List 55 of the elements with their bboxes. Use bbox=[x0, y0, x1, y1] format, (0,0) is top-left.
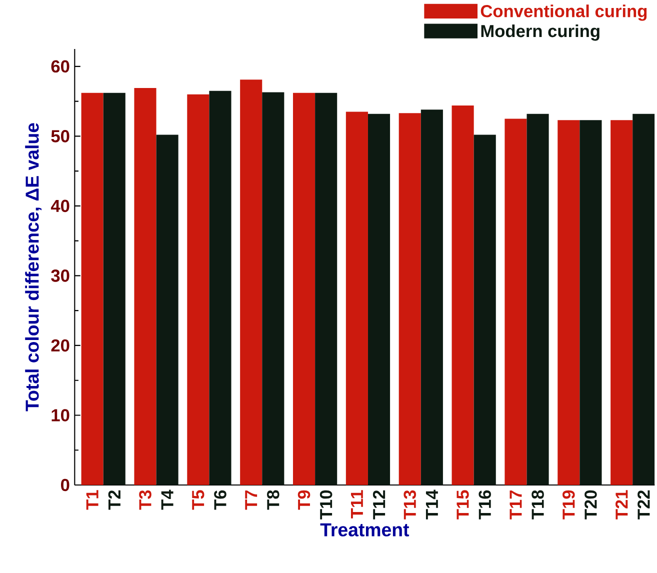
bar bbox=[134, 88, 156, 485]
x-tick-label: T16 bbox=[478, 490, 491, 520]
x-tick-label: T12 bbox=[372, 490, 386, 520]
bar bbox=[610, 120, 633, 485]
bar bbox=[315, 92, 338, 485]
bar bbox=[346, 112, 368, 485]
y-tick-label: 60 bbox=[51, 60, 70, 73]
x-tick-label: T3 bbox=[139, 490, 152, 510]
bar bbox=[262, 92, 284, 485]
bar bbox=[103, 92, 126, 485]
bar bbox=[632, 114, 655, 485]
x-tick-label: T21 bbox=[616, 490, 628, 520]
bar bbox=[292, 92, 316, 485]
bar bbox=[187, 94, 210, 485]
bar bbox=[81, 92, 104, 485]
x-tick-label: T18 bbox=[532, 490, 544, 520]
y-tick-label: 50 bbox=[51, 130, 70, 142]
x-tick-label: T15 bbox=[456, 490, 469, 520]
x-tick-label: T7 bbox=[245, 490, 258, 510]
bar bbox=[474, 134, 496, 485]
x-tick-label: T9 bbox=[298, 490, 310, 510]
x-tick-label: T13 bbox=[404, 490, 416, 520]
x-tick-label: T10 bbox=[320, 490, 332, 520]
bar bbox=[209, 90, 232, 485]
bar bbox=[526, 114, 549, 485]
y-tick-label: 30 bbox=[51, 270, 70, 282]
x-tick-label: T5 bbox=[192, 490, 204, 510]
bar bbox=[558, 120, 580, 485]
x-axis-title: Treatment bbox=[320, 523, 410, 536]
y-axis-title: Total colour difference, ΔE value bbox=[25, 123, 42, 412]
bar bbox=[504, 118, 527, 485]
legend-label: Conventional curing bbox=[480, 4, 647, 21]
x-tick-label: T6 bbox=[214, 490, 226, 510]
x-tick-label: T20 bbox=[584, 490, 597, 520]
bar bbox=[398, 113, 421, 485]
bar bbox=[580, 120, 602, 485]
bar bbox=[368, 114, 390, 485]
x-tick-label: T22 bbox=[638, 490, 650, 520]
y-tick-label: 20 bbox=[51, 339, 70, 352]
bar bbox=[452, 105, 474, 485]
x-tick-label: T14 bbox=[426, 490, 438, 520]
x-tick-label: T2 bbox=[108, 490, 120, 510]
y-tick-label: 10 bbox=[52, 409, 70, 422]
x-tick-label: T19 bbox=[562, 490, 575, 520]
x-tick-label: T4 bbox=[161, 490, 174, 510]
legend-label: Modern curing bbox=[481, 24, 600, 41]
x-tick-label: T8 bbox=[267, 490, 280, 510]
bar bbox=[420, 110, 443, 485]
x-tick-label: T1 bbox=[86, 490, 98, 510]
y-tick-label: 40 bbox=[50, 200, 70, 212]
x-tick-label: T17 bbox=[510, 490, 522, 520]
bar bbox=[156, 134, 178, 485]
y-tick-label: 0 bbox=[61, 478, 70, 492]
x-tick-label: T11 bbox=[350, 490, 363, 518]
bar bbox=[240, 80, 262, 485]
